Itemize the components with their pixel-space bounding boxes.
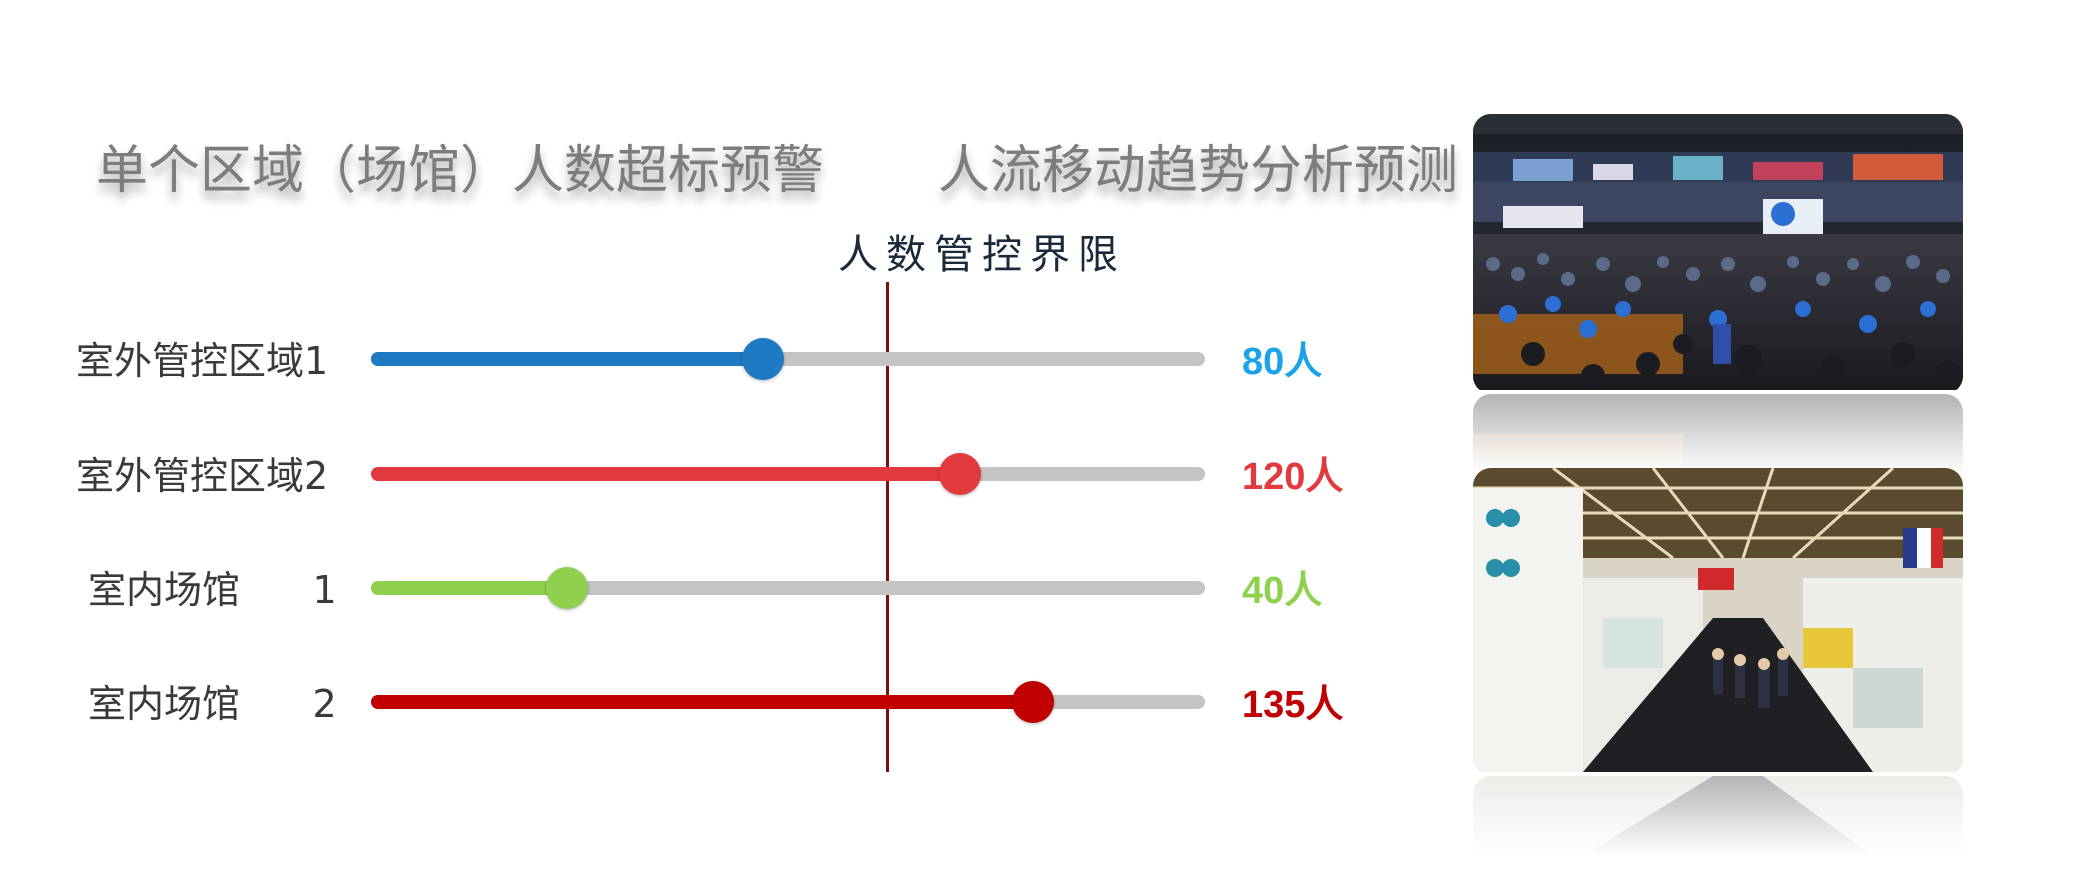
bar-outdoor-1 [371, 352, 764, 366]
right-heading: 人流移动趋势分析预测 [938, 141, 1459, 201]
row-outdoor-2: 室外管控区域2 120人 [0, 445, 1400, 505]
row-label: 室内场馆 2 [88, 682, 337, 726]
exhibition-booth-aisle-image [1473, 468, 1963, 772]
bar-outdoor-2 [371, 467, 960, 481]
photo-2-reflection-image [1473, 776, 1963, 856]
track [371, 338, 1205, 380]
row-indoor-1: 室内场馆 1 40人 [0, 559, 1400, 619]
exhibition-hall-crowd-photo [1473, 114, 1963, 394]
row-label: 室外管控区域1 [76, 339, 329, 383]
knob-outdoor-2[interactable] [938, 453, 981, 495]
track [371, 681, 1205, 723]
track [371, 567, 1205, 609]
track [371, 453, 1205, 495]
knob-outdoor-1[interactable] [742, 338, 785, 380]
value-label: 120人 [1242, 456, 1344, 498]
value-label: 80人 [1242, 341, 1323, 383]
value-label: 40人 [1242, 570, 1323, 612]
bar-indoor-2 [371, 695, 1034, 709]
bar-indoor-1 [371, 581, 568, 595]
photo-1-reflection [1473, 394, 1963, 474]
left-heading: 单个区域（场馆）人数超标预警 [96, 141, 825, 201]
limit-label: 人数管控界限 [838, 232, 1126, 278]
row-label: 室外管控区域2 [76, 454, 329, 498]
row-label: 室内场馆 1 [88, 568, 337, 612]
photo-1-wrapper [1473, 114, 1963, 474]
exhibition-booth-aisle-photo [1473, 468, 1963, 776]
value-label: 135人 [1242, 684, 1344, 726]
photo-2-wrapper [1473, 468, 1963, 856]
knob-indoor-1[interactable] [546, 567, 589, 609]
photo-1-reflection-image [1473, 394, 1963, 474]
photo-2-reflection [1473, 776, 1963, 856]
row-outdoor-1: 室外管控区域1 80人 [0, 330, 1400, 390]
limit-line [886, 282, 890, 772]
row-indoor-2: 室内场馆 2 135人 [0, 673, 1400, 733]
knob-indoor-2[interactable] [1012, 681, 1055, 723]
exhibition-hall-crowd-image [1473, 114, 1963, 390]
